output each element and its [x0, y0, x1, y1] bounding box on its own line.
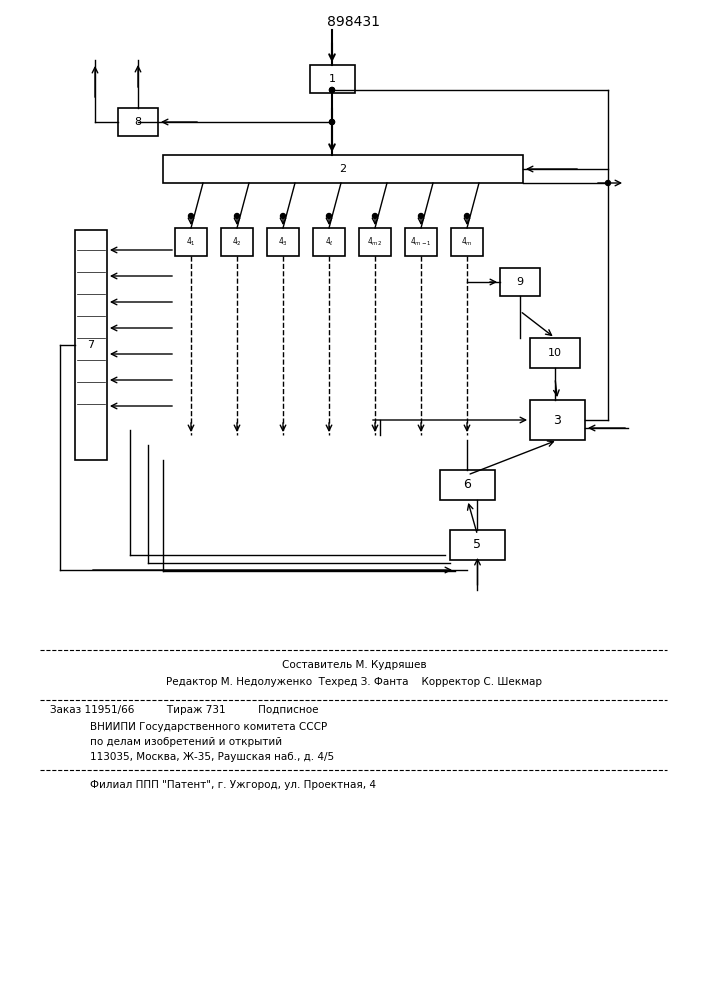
FancyBboxPatch shape	[530, 338, 580, 368]
Text: 7: 7	[88, 340, 95, 350]
FancyBboxPatch shape	[359, 228, 391, 256]
FancyBboxPatch shape	[118, 108, 158, 136]
Text: 1: 1	[329, 74, 336, 84]
Circle shape	[373, 214, 378, 219]
FancyBboxPatch shape	[440, 470, 495, 500]
Text: 113035, Москва, Ж-35, Раушская наб., д. 4/5: 113035, Москва, Ж-35, Раушская наб., д. …	[90, 752, 334, 762]
FancyBboxPatch shape	[530, 400, 585, 440]
Circle shape	[329, 119, 334, 124]
FancyBboxPatch shape	[310, 65, 355, 93]
Text: 4$_{m2}$: 4$_{m2}$	[368, 236, 382, 248]
FancyBboxPatch shape	[163, 155, 523, 183]
FancyBboxPatch shape	[500, 268, 540, 296]
Text: 4$_m$: 4$_m$	[461, 236, 473, 248]
Circle shape	[235, 214, 240, 219]
Text: 2: 2	[339, 164, 346, 174]
Text: 9: 9	[516, 277, 524, 287]
Circle shape	[189, 214, 194, 219]
Circle shape	[329, 88, 334, 93]
FancyBboxPatch shape	[267, 228, 299, 256]
FancyBboxPatch shape	[313, 228, 345, 256]
Text: 4$_{m-1}$: 4$_{m-1}$	[410, 236, 432, 248]
Text: 10: 10	[548, 348, 562, 358]
Text: 4$_1$: 4$_1$	[186, 236, 196, 248]
Text: по делам изобретений и открытий: по делам изобретений и открытий	[90, 737, 282, 747]
Text: 5: 5	[474, 538, 481, 552]
Text: 6: 6	[464, 479, 472, 491]
Text: 4$_\ell$: 4$_\ell$	[325, 236, 334, 248]
FancyBboxPatch shape	[451, 228, 483, 256]
Text: Составитель М. Кудряшев: Составитель М. Кудряшев	[281, 660, 426, 670]
Text: Редактор М. Недолуженко  Техред З. Фанта    Корректор С. Шекмар: Редактор М. Недолуженко Техред З. Фанта …	[166, 677, 542, 687]
Text: 4$_2$: 4$_2$	[232, 236, 242, 248]
Text: Филиал ППП "Патент", г. Ужгород, ул. Проектная, 4: Филиал ППП "Патент", г. Ужгород, ул. Про…	[90, 780, 376, 790]
Circle shape	[605, 180, 611, 186]
Circle shape	[329, 119, 334, 124]
Circle shape	[464, 214, 469, 219]
FancyBboxPatch shape	[221, 228, 253, 256]
Circle shape	[281, 214, 286, 219]
FancyBboxPatch shape	[405, 228, 437, 256]
Text: 8: 8	[134, 117, 141, 127]
Text: ВНИИПИ Государственного комитета СССР: ВНИИПИ Государственного комитета СССР	[90, 722, 327, 732]
Circle shape	[327, 214, 332, 219]
Circle shape	[329, 88, 334, 93]
Text: 3: 3	[554, 414, 561, 426]
FancyBboxPatch shape	[75, 230, 107, 460]
FancyBboxPatch shape	[450, 530, 505, 560]
Circle shape	[419, 214, 423, 219]
Text: 4$_3$: 4$_3$	[278, 236, 288, 248]
Text: Заказ 11951/66          Тираж 731          Подписное: Заказ 11951/66 Тираж 731 Подписное	[50, 705, 318, 715]
Text: 898431: 898431	[327, 15, 380, 29]
FancyBboxPatch shape	[175, 228, 207, 256]
